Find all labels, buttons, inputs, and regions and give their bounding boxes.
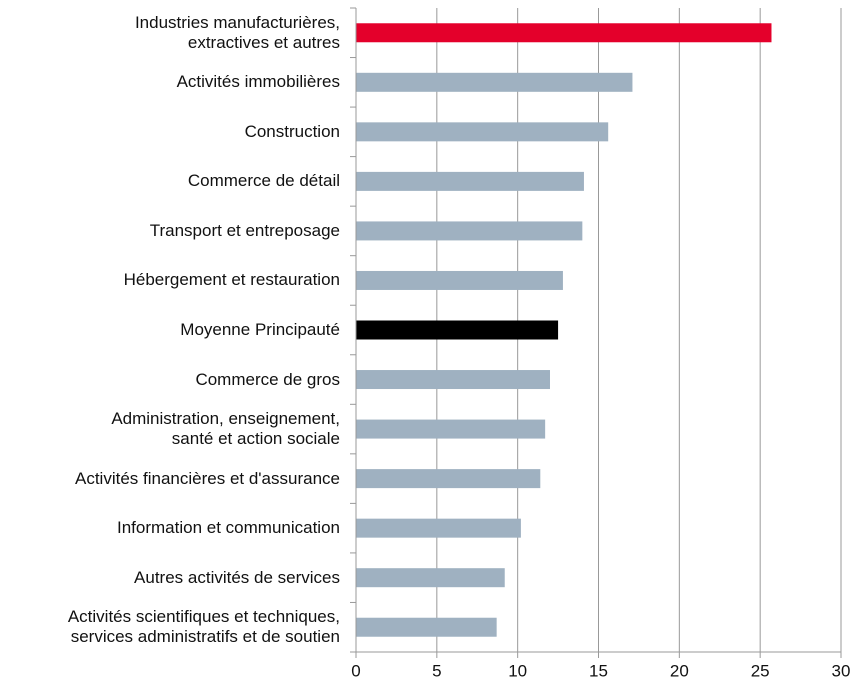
y-tick-label: Activités financières et d'assurance [75, 468, 340, 488]
bar [356, 370, 550, 390]
y-tick-label: Activités scientifiques et techniques, s… [67, 607, 340, 647]
bar [356, 320, 559, 340]
bar [356, 270, 563, 290]
x-tick-label: 20 [670, 661, 689, 680]
bar [356, 568, 505, 588]
y-tick-label: Autres activités de services [134, 567, 340, 587]
x-tick-label: 5 [432, 661, 441, 680]
y-tick-label: Transport et entreposage [149, 220, 340, 240]
y-tick-label: Hébergement et restauration [123, 270, 340, 290]
bar [356, 617, 497, 637]
x-tick-label: 25 [751, 661, 770, 680]
bar [356, 518, 521, 538]
y-tick-label: Administration, enseignement, santé et a… [111, 409, 340, 449]
x-tick-label: 30 [832, 661, 851, 680]
bar [356, 122, 609, 142]
x-tick-label: 0 [351, 661, 360, 680]
bar [356, 469, 541, 489]
bar [356, 72, 633, 92]
bar [356, 221, 583, 241]
bar [356, 23, 772, 43]
y-tick-label: Activités immobilières [176, 72, 340, 92]
y-tick-label: Information et communication [117, 518, 340, 538]
y-tick-label: Commerce de détail [187, 171, 340, 191]
bar [356, 419, 546, 439]
bar [356, 171, 584, 191]
y-tick-label: Moyenne Principauté [180, 320, 340, 339]
y-tick-label: Construction [244, 121, 340, 141]
y-tick-label: Commerce de gros [195, 369, 340, 389]
y-tick-label: Industries manufacturières, extractives … [134, 12, 340, 52]
x-tick-label: 10 [508, 661, 527, 680]
x-tick-label: 15 [589, 661, 608, 680]
